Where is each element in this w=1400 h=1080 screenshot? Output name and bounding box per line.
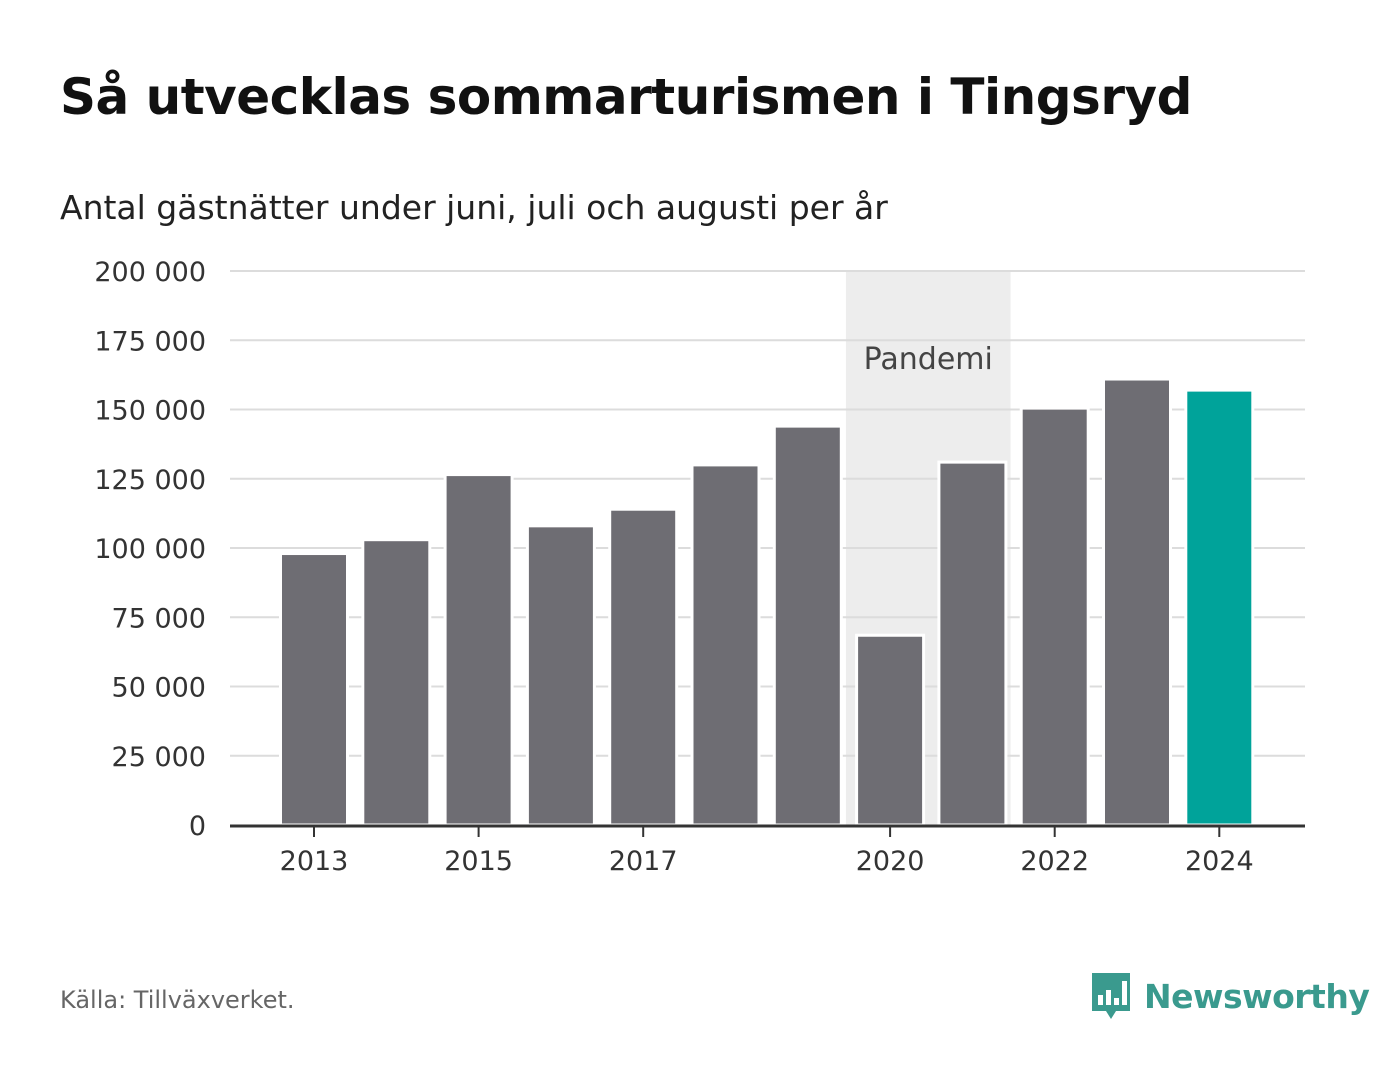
bar-2017 [608,507,679,827]
y-tick-label: 25 000 [112,742,206,773]
y-tick-label: 50 000 [112,673,206,704]
chart-subtitle: Antal gästnätter under juni, juli och au… [60,188,888,227]
x-tick-label: 2013 [280,846,349,877]
y-tick-label: 125 000 [94,465,206,496]
source-note: Källa: Tillväxverket. [60,986,295,1014]
chart-title: Så utvecklas sommarturismen i Tingsryd [60,68,1192,126]
bar-2024 [1184,388,1255,827]
y-tick-label: 150 000 [94,396,206,427]
x-tick-label: 2024 [1185,846,1254,877]
bar-2013 [279,552,349,827]
x-tick-label: 2017 [609,846,678,877]
x-tick-label: 2022 [1020,846,1089,877]
pandemic-label: Pandemi [864,342,993,377]
bar-2019 [772,424,843,827]
y-tick-label: 0 [189,811,206,842]
brand-name: Newsworthy [1144,976,1370,1016]
y-tick-label: 75 000 [112,603,206,634]
x-tick-label: 2015 [444,846,513,877]
y-tick-label: 200 000 [94,257,206,288]
y-tick-label: 175 000 [94,326,206,357]
bar-2021 [937,460,1008,827]
bar-2018 [690,463,761,827]
bar-2023 [1102,377,1172,827]
bar-2020 [855,633,926,827]
y-tick-label: 100 000 [94,534,206,565]
bar-2015 [443,473,514,827]
bar-2022 [1019,406,1090,827]
bar-2014 [361,538,432,827]
brand-logo: Newsworthy [1090,968,1370,1024]
bar-2016 [525,524,596,827]
x-tick-label: 2020 [856,846,925,877]
bar-chart-speech-bubble-icon [1092,973,1130,1019]
